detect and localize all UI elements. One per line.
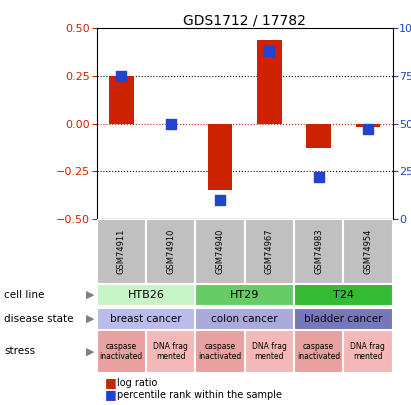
Text: GSM74983: GSM74983 bbox=[314, 228, 323, 274]
Bar bbox=[97, 219, 146, 284]
Bar bbox=[195, 284, 294, 306]
Text: ▶: ▶ bbox=[86, 314, 95, 324]
Text: GSM74910: GSM74910 bbox=[166, 228, 175, 274]
Text: bladder cancer: bladder cancer bbox=[304, 314, 382, 324]
Bar bbox=[146, 219, 195, 284]
Bar bbox=[343, 330, 393, 373]
Title: GDS1712 / 17782: GDS1712 / 17782 bbox=[183, 13, 306, 27]
Point bbox=[167, 120, 174, 127]
Bar bbox=[195, 330, 245, 373]
Text: disease state: disease state bbox=[4, 314, 74, 324]
Text: breast cancer: breast cancer bbox=[110, 314, 182, 324]
Text: percentile rank within the sample: percentile rank within the sample bbox=[117, 390, 282, 400]
Text: ■: ■ bbox=[105, 388, 117, 401]
Bar bbox=[343, 219, 393, 284]
Bar bbox=[97, 330, 146, 373]
Text: caspase
inactivated: caspase inactivated bbox=[297, 342, 340, 361]
Bar bbox=[208, 124, 232, 190]
Text: GSM74940: GSM74940 bbox=[215, 228, 224, 274]
Point bbox=[365, 126, 371, 132]
Text: HTB26: HTB26 bbox=[127, 290, 164, 300]
Point bbox=[217, 196, 223, 203]
Text: caspase
inactivated: caspase inactivated bbox=[198, 342, 242, 361]
Bar bbox=[195, 308, 294, 330]
Bar bbox=[97, 308, 195, 330]
Bar bbox=[257, 40, 282, 124]
Bar bbox=[146, 330, 195, 373]
Text: DNA frag
mented: DNA frag mented bbox=[252, 342, 286, 361]
Bar bbox=[97, 284, 195, 306]
Point bbox=[118, 73, 125, 79]
Text: stress: stress bbox=[4, 346, 35, 356]
Bar bbox=[109, 76, 134, 124]
Bar bbox=[294, 330, 343, 373]
Text: GSM74954: GSM74954 bbox=[363, 228, 372, 274]
Bar bbox=[294, 308, 393, 330]
Text: DNA frag
mented: DNA frag mented bbox=[153, 342, 188, 361]
Text: ▶: ▶ bbox=[86, 346, 95, 356]
Point bbox=[315, 174, 322, 180]
Text: log ratio: log ratio bbox=[117, 378, 157, 388]
Text: cell line: cell line bbox=[4, 290, 44, 300]
Text: HT29: HT29 bbox=[230, 290, 259, 300]
Text: ▶: ▶ bbox=[86, 290, 95, 300]
Bar bbox=[294, 219, 343, 284]
Text: caspase
inactivated: caspase inactivated bbox=[99, 342, 143, 361]
Bar bbox=[306, 124, 331, 148]
Text: colon cancer: colon cancer bbox=[211, 314, 278, 324]
Bar bbox=[294, 284, 393, 306]
Text: ■: ■ bbox=[105, 376, 117, 389]
Bar bbox=[245, 219, 294, 284]
Text: GSM74911: GSM74911 bbox=[117, 228, 126, 274]
Text: DNA frag
mented: DNA frag mented bbox=[351, 342, 385, 361]
Text: GSM74967: GSM74967 bbox=[265, 228, 274, 274]
Text: T24: T24 bbox=[332, 290, 354, 300]
Bar bbox=[245, 330, 294, 373]
Bar bbox=[356, 124, 380, 127]
Bar bbox=[195, 219, 245, 284]
Point bbox=[266, 48, 272, 54]
